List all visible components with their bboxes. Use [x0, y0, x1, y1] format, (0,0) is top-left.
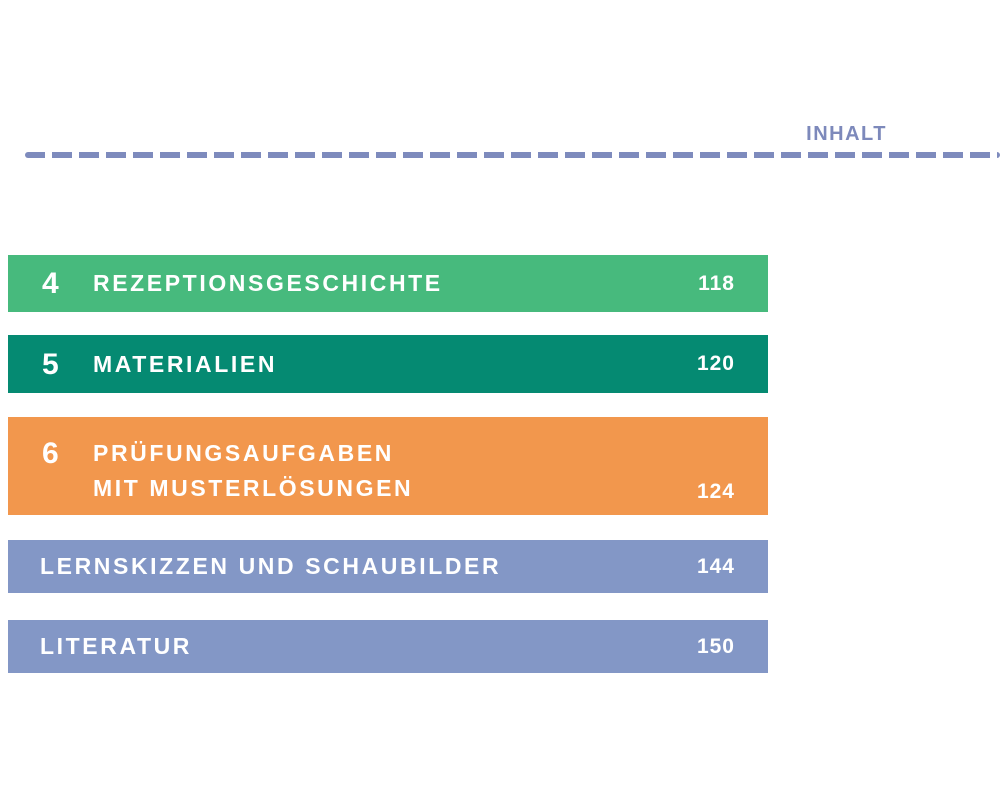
chapter-title-line1: PRÜFUNGSAUFGABEN	[93, 440, 394, 466]
chapter-title: LITERATUR	[40, 633, 193, 659]
page-number: 120	[696, 352, 735, 375]
toc-row-materialien: 5 MATERIALIEN 120	[8, 335, 768, 393]
toc-row-rezeptionsgeschichte: 4 REZEPTIONSGESCHICHTE 118	[8, 255, 768, 312]
chapter-title: PRÜFUNGSAUFGABEN MIT MUSTERLÖSUNGEN	[93, 436, 413, 506]
page-number: 144	[696, 554, 735, 578]
chapter-title-line2: MIT MUSTERLÖSUNGEN	[93, 475, 414, 501]
toc-row-lernskizzen: LERNSKIZZEN UND SCHAUBILDER 144	[8, 540, 768, 593]
dashed-divider	[25, 152, 1000, 158]
page-title: INHALT	[806, 123, 887, 145]
page-number: 124	[696, 480, 735, 503]
chapter-title: LERNSKIZZEN UND SCHAUBILDER	[40, 553, 502, 579]
page-number: 118	[698, 271, 735, 295]
chapter-title: REZEPTIONSGESCHICHTE	[93, 270, 443, 296]
chapter-number: 6	[42, 437, 59, 470]
toc-row-literatur: LITERATUR 150	[8, 620, 768, 673]
chapter-title: MATERIALIEN	[93, 350, 278, 377]
chapter-number: 5	[42, 347, 59, 381]
page-number: 150	[696, 634, 735, 658]
chapter-number: 4	[42, 267, 59, 300]
toc-row-pruefungsaufgaben: 6 PRÜFUNGSAUFGABEN MIT MUSTERLÖSUNGEN 12…	[8, 417, 768, 515]
